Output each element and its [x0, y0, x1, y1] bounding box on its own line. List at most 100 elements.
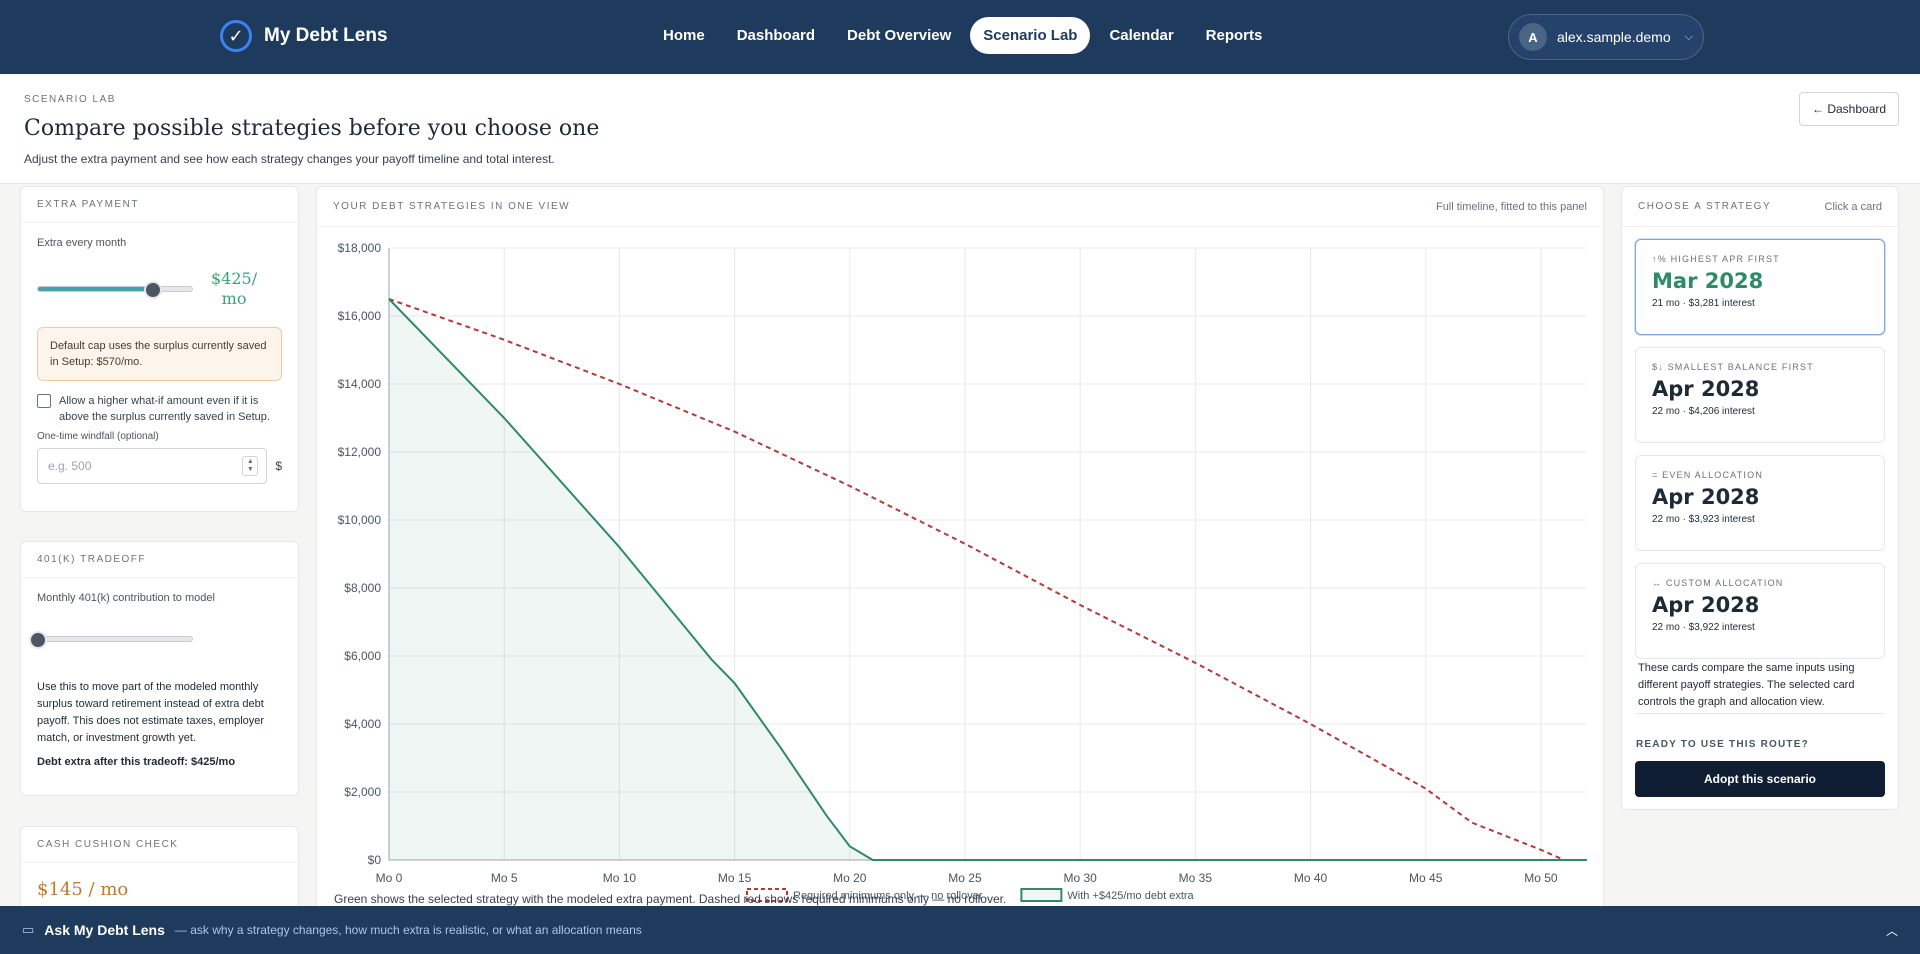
y-tick-label: $18,000	[338, 241, 382, 255]
extra-amount-value: $425/	[211, 269, 258, 288]
tradeoff-title: 401(K) TRADEOFF	[37, 554, 146, 565]
extra-slider-label: Extra every month	[37, 237, 127, 249]
x-tick-label: Mo 45	[1409, 871, 1443, 885]
legend-swatch	[746, 888, 788, 902]
strategy-meta: 22 mo · $3,923 interest	[1652, 514, 1755, 525]
extra-payment-title: EXTRA PAYMENT	[37, 199, 139, 210]
slider-thumb[interactable]	[29, 631, 47, 649]
x-tick-label: Mo 10	[603, 871, 637, 885]
strategy-payoff-date: Mar 2028	[1652, 269, 1764, 293]
strategy-payoff-date: Apr 2028	[1652, 485, 1760, 509]
y-tick-label: $12,000	[338, 445, 382, 459]
tradeoff-card: 401(K) TRADEOFF Monthly 401(k) contribut…	[20, 541, 299, 796]
allow-higher-checkbox[interactable]	[37, 394, 51, 408]
y-tick-label: $6,000	[344, 649, 381, 663]
y-tick-label: $4,000	[344, 717, 381, 731]
x-tick-label: Mo 25	[948, 871, 982, 885]
user-name: alex.sample.demo	[1557, 29, 1671, 45]
series-line-minimums	[388, 298, 1587, 861]
chart-panel: YOUR DEBT STRATEGIES IN ONE VIEW Full ti…	[316, 186, 1604, 926]
nav-reports[interactable]: Reports	[1205, 27, 1263, 44]
assistant-bar[interactable]: ▭ Ask My Debt Lens — ask why a strategy …	[0, 906, 1920, 954]
avatar: A	[1519, 23, 1547, 51]
allow-higher-option[interactable]: Allow a higher what-if amount even if it…	[37, 393, 282, 425]
windfall-input[interactable]: e.g. 500 ▲ ▼	[37, 448, 268, 484]
legend-entry: Required minimums only — no rollover	[793, 890, 983, 902]
top-navigation-bar: ✓ My Debt Lens Home Dashboard Debt Overv…	[0, 0, 1920, 74]
strategy-card-even-allocation[interactable]: = EVEN ALLOCATION Apr 2028 22 mo · $3,92…	[1635, 455, 1885, 551]
windfall-unit: $	[275, 459, 282, 473]
chart-caption: Green shows the selected strategy with t…	[334, 892, 1007, 906]
strategy-meta: 21 mo · $3,281 interest	[1652, 298, 1755, 309]
user-menu[interactable]: A alex.sample.demo ⌵	[1508, 14, 1704, 60]
brand[interactable]: ✓ My Debt Lens	[220, 20, 388, 52]
brand-name: My Debt Lens	[264, 25, 388, 46]
strategy-payoff-date: Apr 2028	[1652, 593, 1760, 617]
assistant-title: Ask My Debt Lens	[44, 922, 165, 938]
nav-debt-overview[interactable]: Debt Overview	[847, 27, 952, 44]
strategy-card-smallest-balance[interactable]: $↓ SMALLEST BALANCE FIRST Apr 2028 22 mo…	[1635, 347, 1885, 443]
cash-cushion-value: $145 / mo	[37, 879, 129, 900]
y-tick-label: $16,000	[338, 309, 382, 323]
extra-amount-unit: mo	[221, 289, 247, 308]
chart-panel-header: YOUR DEBT STRATEGIES IN ONE VIEW Full ti…	[317, 187, 1603, 227]
adopt-scenario-button[interactable]: Adopt this scenario	[1635, 761, 1885, 797]
check-circle-icon: ✓	[220, 20, 252, 52]
y-tick-label: $0	[368, 853, 382, 867]
extra-payment-slider[interactable]	[37, 281, 193, 299]
strategy-meta: 22 mo · $4,206 interest	[1652, 406, 1755, 417]
tradeoff-header: 401(K) TRADEOFF	[21, 542, 298, 578]
quantity-stepper[interactable]: ▲ ▼	[242, 456, 259, 476]
401k-slider[interactable]	[29, 631, 193, 649]
extra-amount: $425/ mo	[211, 269, 257, 309]
strategy-card-highest-apr[interactable]: ↑% HIGHEST APR FIRST Mar 2028 21 mo · $3…	[1635, 239, 1885, 335]
legend-swatch	[1020, 888, 1063, 902]
main-nav: Home Dashboard Debt Overview Scenario La…	[650, 17, 1275, 54]
x-tick-label: Mo 5	[491, 871, 518, 885]
x-tick-label: Mo 40	[1294, 871, 1328, 885]
windfall-label: One-time windfall (optional)	[37, 431, 159, 442]
chat-icon: ▭	[22, 922, 35, 937]
strategy-panel-title: CHOOSE A STRATEGY	[1638, 201, 1772, 212]
x-tick-label: Mo 30	[1063, 871, 1097, 885]
page-title: Compare possible strategies before you c…	[24, 116, 600, 141]
slider-thumb[interactable]	[143, 281, 162, 299]
series-area-fill	[389, 299, 1587, 860]
nav-dashboard[interactable]: Dashboard	[736, 27, 816, 44]
extra-payment-header: EXTRA PAYMENT	[21, 187, 298, 223]
y-tick-label: $2,000	[344, 785, 381, 799]
x-tick-label: Mo 20	[833, 871, 867, 885]
tradeoff-slider-label: Monthly 401(k) contribution to model	[37, 592, 215, 604]
chart-panel-title: YOUR DEBT STRATEGIES IN ONE VIEW	[333, 201, 571, 212]
strategy-payoff-date: Apr 2028	[1652, 377, 1760, 401]
slider-fill	[38, 287, 153, 291]
strategy-panel: CHOOSE A STRATEGY Click a card ↑% HIGHES…	[1621, 186, 1899, 810]
page-subtitle: Adjust the extra payment and see how eac…	[24, 152, 555, 166]
page-header: SCENARIO LAB Compare possible strategies…	[0, 74, 1920, 184]
nav-home[interactable]: Home	[663, 27, 705, 44]
x-tick-label: Mo 15	[718, 871, 752, 885]
chevron-up-icon[interactable]: ︿	[1885, 924, 1898, 938]
ready-label: READY TO USE THIS ROUTE?	[1636, 739, 1809, 750]
legend-entry: With +$425/mo debt extra	[1067, 890, 1194, 902]
strategy-tag: $↓ SMALLEST BALANCE FIRST	[1652, 362, 1814, 372]
y-tick-label: $8,000	[344, 581, 381, 595]
nav-calendar[interactable]: Calendar	[1109, 27, 1174, 44]
allow-higher-label: Allow a higher what-if amount even if it…	[59, 395, 270, 423]
y-tick-label: $14,000	[338, 377, 382, 391]
strategy-tag: ↔ CUSTOM ALLOCATION	[1652, 578, 1784, 588]
surplus-cap-notice: Default cap uses the surplus currently s…	[37, 327, 282, 381]
strategy-tag: = EVEN ALLOCATION	[1652, 470, 1764, 480]
divider	[1635, 713, 1885, 714]
strategy-note: These cards compare the same inputs usin…	[1638, 662, 1855, 708]
strategy-panel-hint: Click a card	[1824, 200, 1882, 213]
extra-payment-card: EXTRA PAYMENT Extra every month $425/ mo…	[20, 186, 299, 512]
windfall-placeholder: e.g. 500	[48, 459, 92, 473]
strategy-card-custom-allocation[interactable]: ↔ CUSTOM ALLOCATION Apr 2028 22 mo · $3,…	[1635, 563, 1885, 659]
nav-scenario-lab[interactable]: Scenario Lab	[970, 17, 1091, 54]
back-to-dashboard-button[interactable]: ← Dashboard	[1799, 92, 1900, 126]
y-tick-label: $10,000	[338, 513, 382, 527]
strategy-tag: ↑% HIGHEST APR FIRST	[1652, 254, 1780, 264]
cash-cushion-title: CASH CUSHION CHECK	[37, 839, 179, 850]
tradeoff-description: Use this to move part of the modeled mon…	[37, 681, 265, 744]
